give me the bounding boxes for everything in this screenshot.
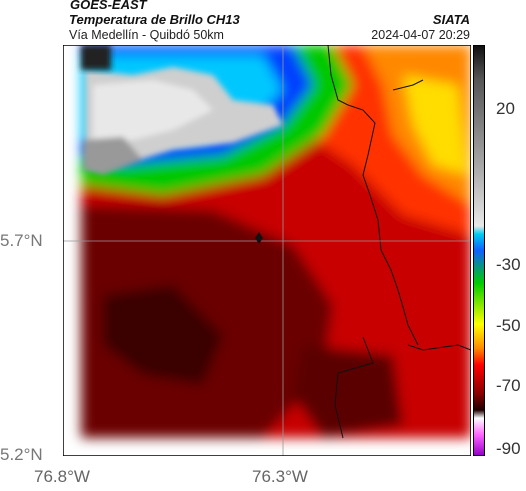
latitude-label: 5.2°N xyxy=(0,445,43,464)
colorbar-tick-label: -50 xyxy=(496,316,521,335)
colorbar-tick-label: -90 xyxy=(496,439,521,458)
latitude-label: 5.7°N xyxy=(0,231,43,250)
river-line xyxy=(334,336,374,439)
longitude-label: 76.8°W xyxy=(34,467,90,486)
product-title: Temperatura de Brillo CH13 xyxy=(69,12,240,27)
cold-cloud-top xyxy=(83,67,283,175)
border-line xyxy=(327,45,419,346)
temperature-map xyxy=(63,45,471,456)
region-subtitle: Vía Medellín - Quibdó 50km xyxy=(69,28,224,42)
colorbar-tick-label: -30 xyxy=(496,255,521,274)
colorbar-tick-label: -70 xyxy=(496,376,521,395)
coast-line xyxy=(392,79,424,91)
dark-corner xyxy=(81,45,111,70)
imagery xyxy=(81,45,471,438)
satellite-name: GOES-EAST xyxy=(70,0,147,12)
longitude-label: 76.3°W xyxy=(252,467,308,486)
timestamp: 2024-04-07 20:29 xyxy=(371,28,470,42)
colorbar-tick-label: 20 xyxy=(496,99,515,118)
border-line-2 xyxy=(407,344,471,351)
location-marker xyxy=(255,232,263,244)
colorbar xyxy=(473,45,485,456)
organization-label: SIATA xyxy=(432,12,470,27)
